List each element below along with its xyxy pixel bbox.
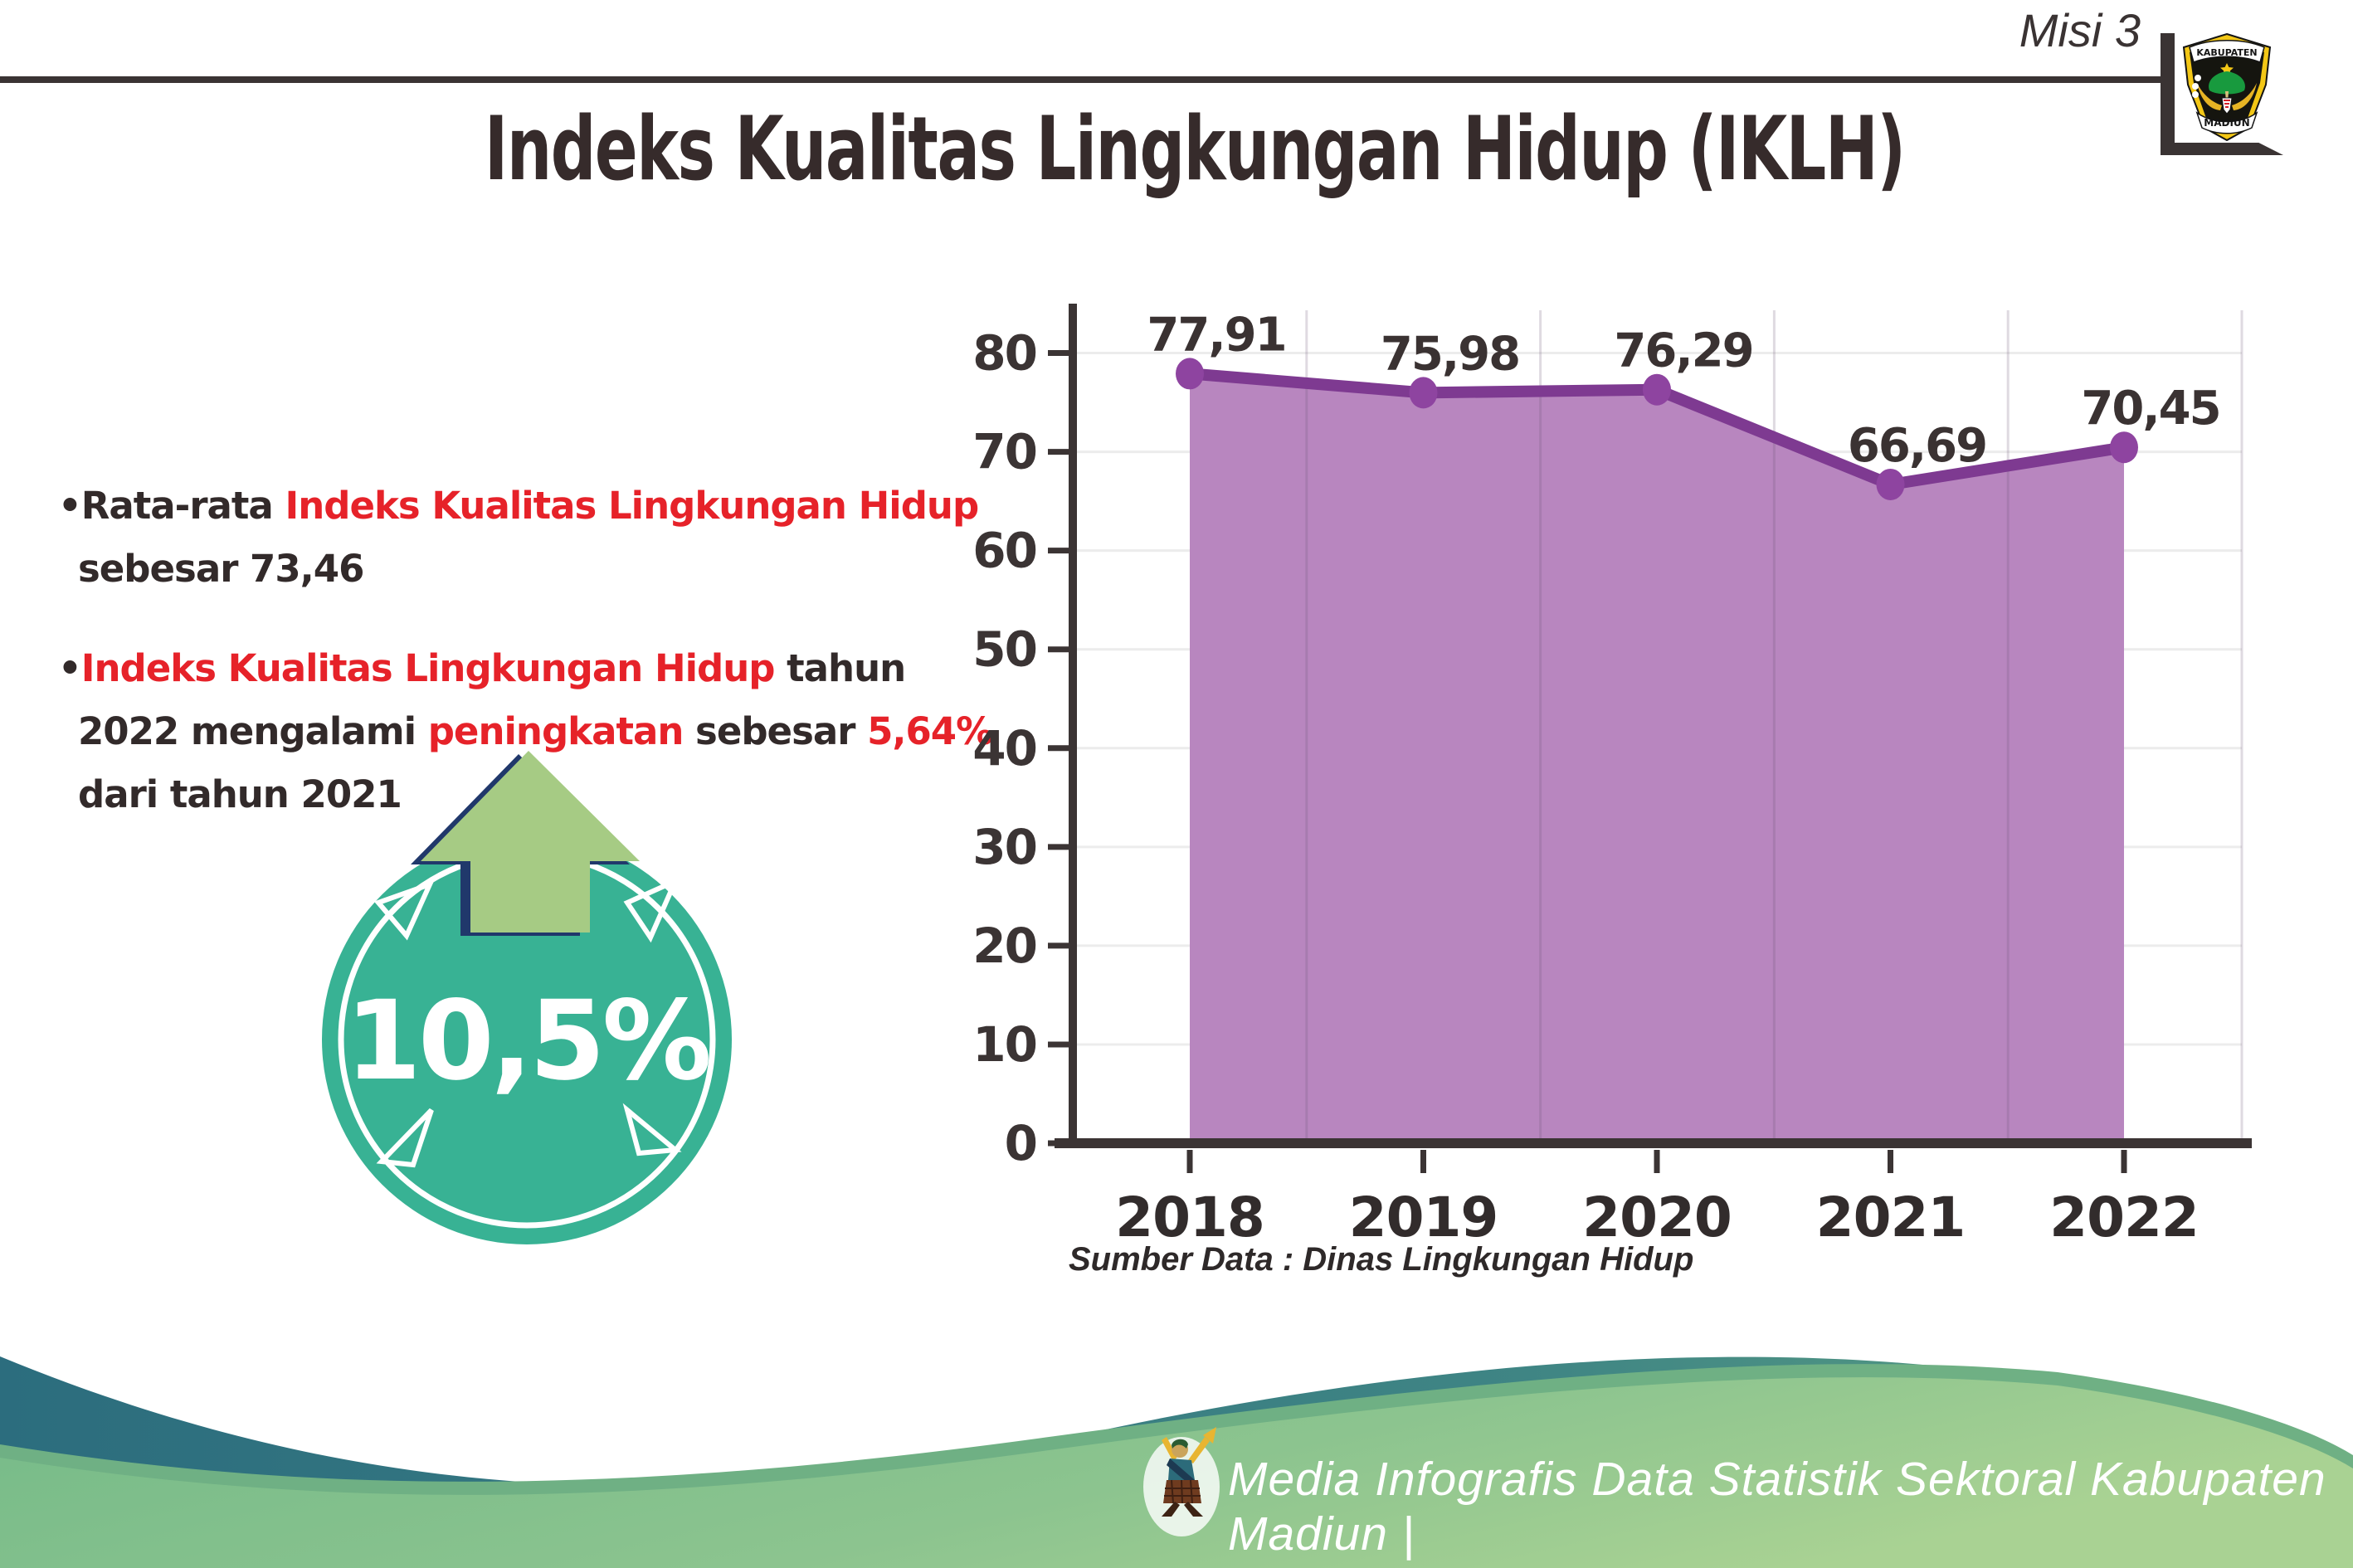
logo-tree (2209, 71, 2245, 95)
logo-frame-horizontal-bar (2161, 143, 2283, 155)
logo-right-wing (2232, 83, 2257, 110)
bullet-text-highlight: peningkatan (427, 709, 684, 753)
x-tick-label-2022: 2022 (2049, 1186, 2199, 1249)
title-row: Indeks Kualitas Lingkungan Hidup (IKLH) (133, 98, 2257, 200)
data-label-2020: 76,29 (1614, 324, 1752, 378)
logo-top-text: KABUPATEN (2196, 47, 2257, 58)
bullet-text-highlight: Indeks Kualitas Lingkungan Hidup (80, 646, 776, 690)
data-label-2021: 66,69 (1848, 419, 1986, 473)
y-tick-label: 40 (972, 720, 1036, 777)
logo-left-wing (2197, 83, 2222, 110)
mascot-icon (1143, 1427, 1220, 1536)
y-tick-label: 50 (972, 621, 1036, 678)
header-rule (0, 76, 2164, 83)
x-tick-label-2021: 2021 (1816, 1186, 1966, 1249)
misi-label: Misi 3 (2019, 4, 2141, 56)
y-tick-label: 10 (972, 1016, 1036, 1073)
y-tick-label: 60 (972, 523, 1036, 579)
data-point-2022 (2110, 431, 2138, 464)
summary-bullets: •Rata-rata Indeks Kualitas Lingkungan Hi… (58, 475, 1004, 863)
iklh-area-chart: 77,91 75,98 76,29 66,69 70,45 0 10 20 30 40 50 60 70… (972, 304, 2252, 1249)
bullet-text: sebesar (683, 709, 868, 753)
bullet-text-highlight: Indeks Kualitas Lingkungan Hidup (285, 484, 979, 528)
badge-spark-sw (376, 1108, 434, 1168)
bullet-text: tahun 2022 mengalami (78, 646, 906, 753)
source-note: Sumber Data : Dinas Lingkungan Hidup (1069, 1241, 1694, 1278)
logo-frame-vertical-bar (2161, 33, 2175, 154)
bullet-text: dari tahun 2021 (78, 772, 402, 816)
increase-badge: 10,5% (297, 727, 763, 1281)
badge-value: 10,5% (345, 977, 709, 1105)
data-point-2019 (1409, 377, 1438, 409)
bullet-average-iklh: •Rata-rata Indeks Kualitas Lingkungan Hi… (58, 475, 1004, 601)
kabupaten-madiun-crest-logo: KABUPATEN MADIUN (2182, 33, 2272, 141)
x-tick-label-2018: 2018 (1115, 1186, 1264, 1249)
y-tick-label: 30 (972, 819, 1036, 875)
data-label-2018: 77,91 (1147, 308, 1285, 362)
data-point-2018 (1176, 358, 1204, 390)
y-tick-label: 80 (972, 325, 1036, 382)
bullet-marker: • (58, 646, 82, 690)
area-fill (1190, 373, 2124, 1143)
bullet-text: Rata-rata (80, 484, 285, 528)
data-label-2022: 70,45 (2081, 382, 2219, 436)
footer-wave-banner (0, 1356, 2353, 1568)
logo-bottom-text: MADIUN (2204, 117, 2249, 129)
bullet-increase-2022: •Indeks Kualitas Lingkungan Hidup tahun … (58, 637, 1004, 826)
page-title: Indeks Kualitas Lingkungan Hidup (IKLH) (485, 98, 1906, 200)
data-point-2021 (1876, 468, 1905, 500)
bullet-text-highlight: 5,64% (867, 709, 993, 753)
up-arrow-icon (421, 751, 640, 933)
badge-spark-nw (373, 879, 435, 941)
bullet-text: sebesar 73,46 (78, 547, 364, 591)
data-label-2019: 75,98 (1381, 327, 1519, 381)
badge-spark-ne (623, 876, 680, 943)
badge-circle (322, 835, 732, 1244)
logo-bottom-ribbon (2195, 111, 2258, 134)
badge-spark-se (622, 1103, 682, 1157)
y-tick-label: 0 (1005, 1115, 1036, 1171)
data-point-2020 (1643, 373, 1671, 406)
y-tick-label: 70 (972, 424, 1036, 480)
footer-caption: Media Infografis Data Statistik Sektoral… (1228, 1453, 2326, 1561)
y-tick-label: 20 (972, 918, 1036, 974)
x-tick-label-2019: 2019 (1349, 1186, 1498, 1249)
bullet-marker: • (58, 484, 82, 528)
logo-top-ribbon (2189, 40, 2265, 64)
x-tick-label-2020: 2020 (1582, 1186, 1732, 1249)
